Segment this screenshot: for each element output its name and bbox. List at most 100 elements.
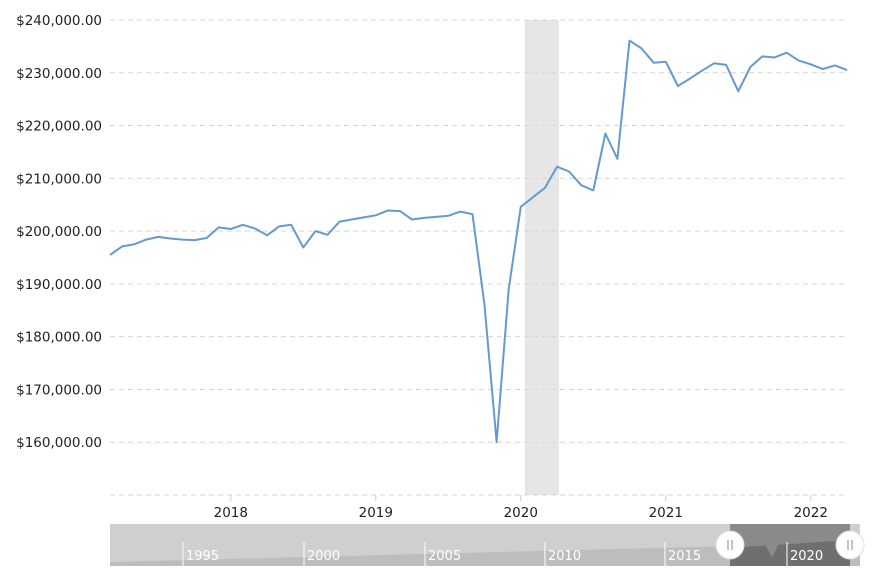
data-point	[216, 224, 222, 230]
data-point	[469, 211, 475, 217]
data-point	[373, 212, 379, 218]
y-tick-label: $210,000.00	[16, 171, 102, 187]
data-point	[796, 58, 802, 64]
series-line	[109, 39, 848, 444]
data-point	[252, 225, 258, 231]
x-tick-label: 2019	[359, 505, 393, 521]
data-point	[687, 76, 693, 82]
data-point	[385, 208, 391, 214]
navigator-selection-area	[730, 540, 850, 566]
data-point	[590, 187, 596, 193]
data-point	[627, 38, 633, 44]
y-axis: $160,000.00 $170,000.00 $180,000.00 $190,00…	[16, 13, 102, 451]
data-point	[204, 235, 210, 241]
y-tick-label: $200,000.00	[16, 224, 102, 240]
data-point	[723, 62, 729, 68]
recession-band	[524, 20, 560, 495]
navigator-area	[110, 542, 860, 566]
data-point	[735, 88, 741, 94]
grid-layer	[110, 19, 847, 496]
data-point	[772, 54, 778, 60]
x-tick-label: 2018	[214, 505, 248, 521]
data-point	[530, 194, 536, 200]
data-point	[143, 237, 149, 243]
data-point	[421, 215, 427, 221]
navigator-year-label: 2010	[548, 549, 581, 564]
data-point	[506, 286, 512, 292]
data-point	[832, 62, 838, 68]
data-point	[312, 228, 318, 234]
x-axis: 2018 2019 2020 2021 2022	[214, 495, 828, 521]
y-tick-label: $240,000.00	[16, 13, 102, 29]
data-point	[747, 64, 753, 70]
x-tick-label: 2021	[649, 505, 683, 521]
data-point	[361, 214, 367, 220]
data-point	[240, 222, 246, 228]
data-point	[542, 185, 548, 191]
navigator-left-handle[interactable]	[715, 530, 745, 560]
y-tick-label: $160,000.00	[16, 435, 102, 451]
data-point	[276, 223, 282, 229]
navigator-year-label: 2020	[790, 549, 823, 564]
data-point	[844, 67, 850, 73]
data-point	[264, 232, 270, 238]
navigator-right-handle[interactable]	[835, 530, 865, 560]
data-point	[784, 50, 790, 56]
data-point	[639, 46, 645, 52]
data-point	[699, 68, 705, 74]
data-point	[808, 61, 814, 67]
data-point	[457, 209, 463, 215]
y-tick-label: $180,000.00	[16, 330, 102, 346]
data-point	[482, 302, 488, 308]
data-point	[288, 222, 294, 228]
recession-layer	[524, 20, 560, 495]
handle-circle[interactable]	[715, 530, 745, 560]
y-tick-label: $230,000.00	[16, 66, 102, 82]
data-point	[167, 236, 173, 242]
data-point	[554, 164, 560, 170]
data-point	[192, 237, 198, 243]
data-point	[494, 439, 500, 445]
data-point	[711, 60, 717, 66]
data-point	[663, 59, 669, 65]
data-point	[566, 168, 572, 174]
grip-icon	[727, 540, 733, 550]
data-point	[518, 204, 524, 210]
data-point	[324, 232, 330, 238]
x-tick-label: 2020	[504, 505, 538, 521]
range-navigator[interactable]: 1995 2000 2005 2010 2015 2020	[110, 524, 865, 566]
navigator-year-label: 1995	[186, 549, 219, 564]
y-tick-label: $220,000.00	[16, 119, 102, 135]
data-point	[445, 213, 451, 219]
data-point	[614, 156, 620, 162]
navigator-year-label: 2005	[428, 549, 461, 564]
data-point	[131, 241, 137, 247]
data-point	[651, 60, 657, 66]
y-tick-label: $170,000.00	[16, 382, 102, 398]
y-tick-label: $190,000.00	[16, 277, 102, 293]
data-point	[155, 234, 161, 240]
grip-icon	[847, 540, 853, 550]
navigator-year-label: 2015	[668, 549, 701, 564]
data-point	[409, 217, 415, 223]
data-point	[675, 83, 681, 89]
data-point	[107, 252, 113, 258]
data-point	[602, 130, 608, 136]
series-layer	[107, 38, 850, 445]
data-point	[300, 244, 306, 250]
data-point	[397, 208, 403, 214]
x-tick-label: 2022	[794, 505, 828, 521]
navigator-year-label: 2000	[307, 549, 340, 564]
handle-circle[interactable]	[835, 530, 865, 560]
data-point	[820, 66, 826, 72]
data-point	[228, 226, 234, 232]
data-point	[349, 217, 355, 223]
data-point	[337, 219, 343, 225]
data-point	[119, 243, 125, 249]
data-point	[578, 182, 584, 188]
data-point	[759, 53, 765, 59]
data-point	[179, 237, 185, 243]
data-point	[433, 214, 439, 220]
